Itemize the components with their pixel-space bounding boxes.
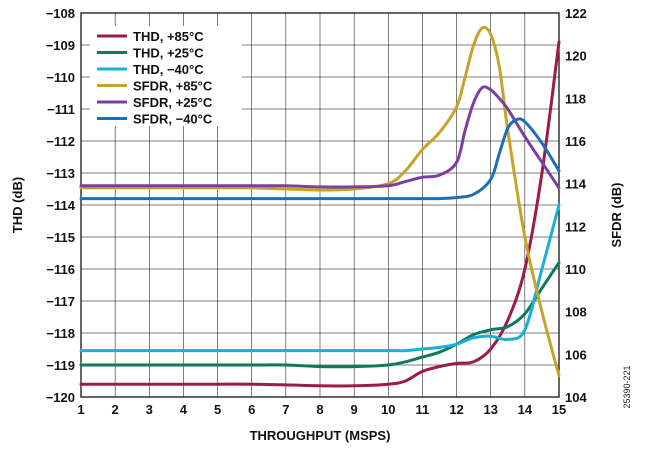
x-tick-label: 9 (351, 402, 358, 417)
y-left-tick-label: −108 (46, 6, 75, 21)
series-line-sfdr-25c (79, 85, 561, 190)
y-axis-right-tick-labels: 122 120 118 116 114 112 110 108 106 104 (565, 6, 587, 405)
legend-label-sfdr-minus40c: SFDR, −40°C (133, 112, 213, 127)
x-tick-label: 2 (112, 402, 119, 417)
series-layer (79, 25, 561, 388)
y-left-tick-label: −114 (46, 198, 75, 213)
y-axis-right-title: SFDR (dB) (609, 183, 624, 248)
x-tick-label: 11 (416, 402, 430, 417)
legend-label-sfdr-85c: SFDR, +85°C (133, 79, 213, 94)
x-tick-label: 8 (316, 402, 323, 417)
series-line-sfdr-minus40c (79, 117, 561, 201)
figure-id: 25390-221 (622, 365, 632, 408)
y-right-tick-label: 108 (565, 305, 587, 320)
x-tick-label: 14 (518, 402, 533, 417)
series-line-sfdr-85c (79, 25, 561, 378)
x-tick-label: 6 (248, 402, 255, 417)
x-axis-tick-labels: 1 2 3 4 5 6 7 8 9 10 11 12 13 14 15 (77, 402, 566, 417)
y-right-tick-label: 110 (565, 262, 586, 277)
y-left-tick-label: −116 (46, 262, 75, 277)
y-right-tick-label: 120 (565, 49, 587, 64)
legend-label-sfdr-25c: SFDR, +25°C (133, 95, 213, 110)
y-right-tick-label: 114 (565, 177, 587, 192)
x-tick-label: 15 (552, 402, 566, 417)
y-right-tick-label: 122 (565, 6, 587, 21)
y-left-tick-label: −109 (46, 38, 75, 53)
y-right-tick-label: 104 (565, 390, 587, 405)
x-tick-label: 7 (282, 402, 289, 417)
y-left-tick-label: −112 (46, 134, 75, 149)
y-left-tick-label: −115 (46, 230, 75, 245)
y-left-tick-label: −120 (46, 390, 75, 405)
y-left-tick-label: −118 (46, 326, 75, 341)
legend-label-thd-25c: THD, +25°C (133, 46, 204, 61)
y-right-tick-label: 118 (565, 91, 586, 106)
series-line-thd-85c (79, 40, 561, 388)
x-tick-label: 1 (77, 402, 84, 417)
x-axis-title: THROUGHPUT (MSPS) (250, 428, 391, 443)
legend-label-thd-85c: THD, +85°C (133, 29, 204, 44)
y-left-tick-label: −111 (47, 102, 75, 117)
y-left-tick-label: −117 (46, 294, 75, 309)
y-right-tick-label: 116 (565, 134, 586, 149)
y-axis-left-tick-labels: −108 −109 −110 −111 −112 −113 −114 −115 −116 −117… (46, 6, 76, 405)
y-left-tick-label: −110 (46, 70, 75, 85)
legend-label-thd-minus40c: THD, −40°C (133, 62, 204, 77)
y-left-tick-label: −113 (46, 166, 75, 181)
y-right-tick-label: 112 (565, 219, 586, 234)
x-tick-label: 12 (449, 402, 463, 417)
y-right-tick-label: 106 (565, 347, 587, 362)
x-tick-label: 4 (180, 402, 188, 417)
x-tick-label: 3 (146, 402, 153, 417)
series-line-thd-25c (79, 261, 561, 369)
series-line-thd-minus40c (79, 203, 561, 353)
x-tick-label: 10 (381, 402, 395, 417)
x-tick-label: 5 (214, 402, 221, 417)
x-tick-label: 13 (483, 402, 497, 417)
y-axis-left-title: THD (dB) (10, 177, 25, 233)
y-left-tick-label: −119 (46, 358, 75, 373)
legend-background (90, 26, 242, 126)
